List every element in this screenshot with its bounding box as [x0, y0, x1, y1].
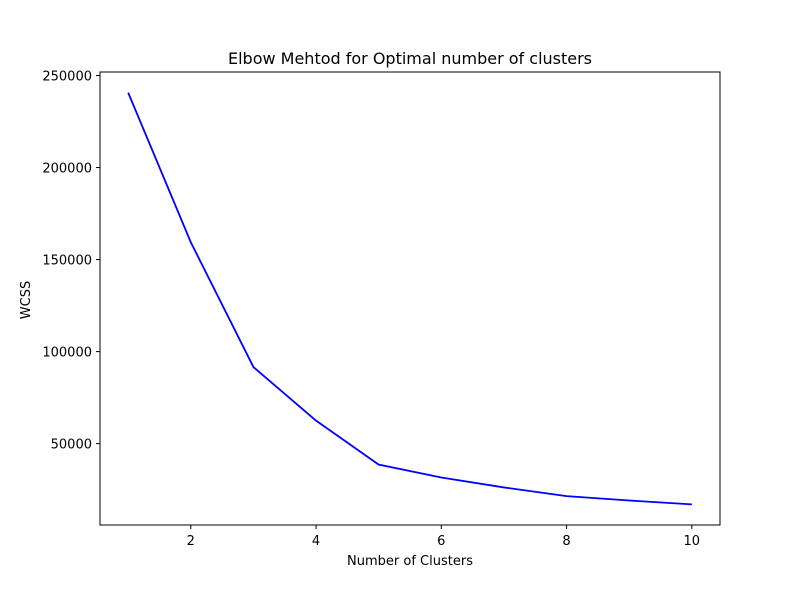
y-tick-label: 150000 — [42, 254, 92, 269]
plot-frame — [99, 71, 721, 526]
x-tick-label: 2 — [187, 534, 195, 549]
series-line-0 — [127, 92, 692, 506]
x-axis-title: Number of Clusters — [347, 554, 473, 569]
x-tick-label: 4 — [312, 534, 320, 549]
y-tick-label: 200000 — [42, 162, 92, 177]
x-tick-label: 8 — [562, 534, 570, 549]
plot-area: 2 4 6 8 10 50000 100000 150000 200000 250000 — [42, 69, 721, 549]
y-tick-label: 50000 — [51, 438, 92, 453]
x-tick-label: 10 — [684, 534, 701, 549]
y-axis-title: WCSS — [19, 281, 34, 319]
x-tick-label: 6 — [437, 534, 445, 549]
y-tick-label: 100000 — [42, 346, 92, 361]
y-tick-label: 250000 — [42, 69, 92, 84]
chart-title: Elbow Mehtod for Optimal number of clust… — [228, 49, 592, 68]
